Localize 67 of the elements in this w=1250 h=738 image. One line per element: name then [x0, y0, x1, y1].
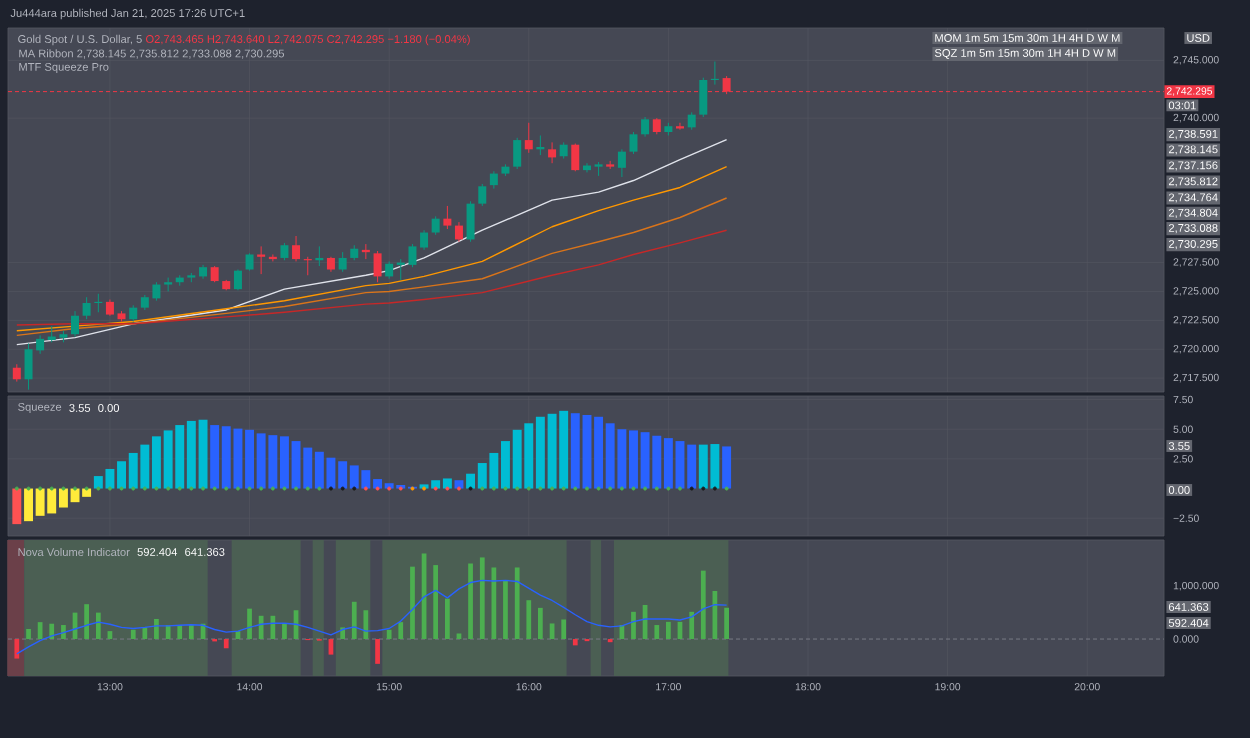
line-series [16, 165, 728, 332]
candlestick [292, 235, 301, 262]
bar [410, 566, 415, 640]
bar [351, 601, 357, 640]
bar [142, 627, 148, 640]
candlestick [82, 296, 91, 320]
candlestick [675, 122, 684, 131]
bar [724, 607, 729, 640]
bar [433, 565, 439, 640]
bar [526, 600, 532, 640]
bar [456, 633, 462, 640]
candlestick [420, 229, 429, 251]
bar [188, 625, 194, 640]
candlestick [431, 215, 440, 236]
candlestick [513, 137, 522, 170]
bar [258, 615, 264, 640]
candlestick [571, 143, 580, 172]
bar [445, 598, 450, 640]
bar [375, 639, 380, 664]
candlestick [443, 205, 452, 230]
bar [631, 611, 636, 640]
bar [654, 625, 660, 640]
bar [14, 639, 20, 659]
bar [700, 570, 706, 640]
candlestick [233, 269, 242, 291]
bar [270, 615, 276, 640]
bar [722, 446, 732, 489]
candlestick [338, 251, 347, 273]
candlestick [257, 245, 266, 275]
candlestick [629, 131, 638, 155]
bar [130, 629, 136, 640]
bar [12, 488, 22, 525]
bar [49, 623, 55, 640]
bar [84, 604, 89, 640]
line-series [16, 229, 728, 326]
candlestick [699, 77, 708, 118]
bar [154, 618, 159, 640]
line-series [16, 197, 728, 337]
bar [468, 563, 473, 640]
bar [247, 608, 252, 640]
bar [386, 629, 392, 640]
bar [223, 639, 229, 649]
bar [282, 623, 287, 640]
bar [398, 622, 404, 640]
bar [503, 580, 508, 640]
bar [666, 621, 671, 640]
candlestick [454, 221, 463, 243]
line-series [16, 138, 728, 346]
bar [514, 567, 520, 640]
candlestick [524, 122, 533, 154]
candlestick [373, 250, 382, 283]
bar [491, 567, 497, 640]
candlestick [617, 148, 626, 178]
candlestick [641, 116, 650, 138]
bar [479, 557, 485, 640]
bar [95, 612, 101, 640]
bar [537, 607, 543, 640]
bar [561, 619, 567, 640]
candlestick [548, 141, 557, 164]
bar [177, 625, 183, 640]
bar [363, 610, 369, 640]
bar [26, 628, 31, 640]
candlestick [466, 200, 475, 243]
bar [572, 639, 578, 646]
bar [689, 611, 695, 640]
candlestick [478, 183, 487, 207]
candlestick [71, 310, 80, 338]
